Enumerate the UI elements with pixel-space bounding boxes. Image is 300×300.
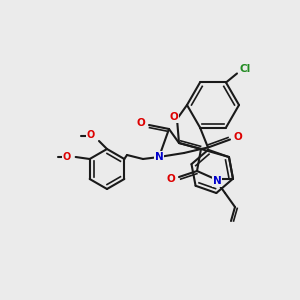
Text: N: N: [154, 152, 164, 162]
Text: O: O: [87, 130, 95, 140]
Text: O: O: [234, 131, 242, 142]
Text: O: O: [169, 112, 178, 122]
Text: O: O: [167, 174, 176, 184]
Text: O: O: [63, 152, 71, 162]
Text: N: N: [213, 176, 221, 186]
Text: Cl: Cl: [239, 64, 250, 74]
Text: O: O: [136, 118, 146, 128]
